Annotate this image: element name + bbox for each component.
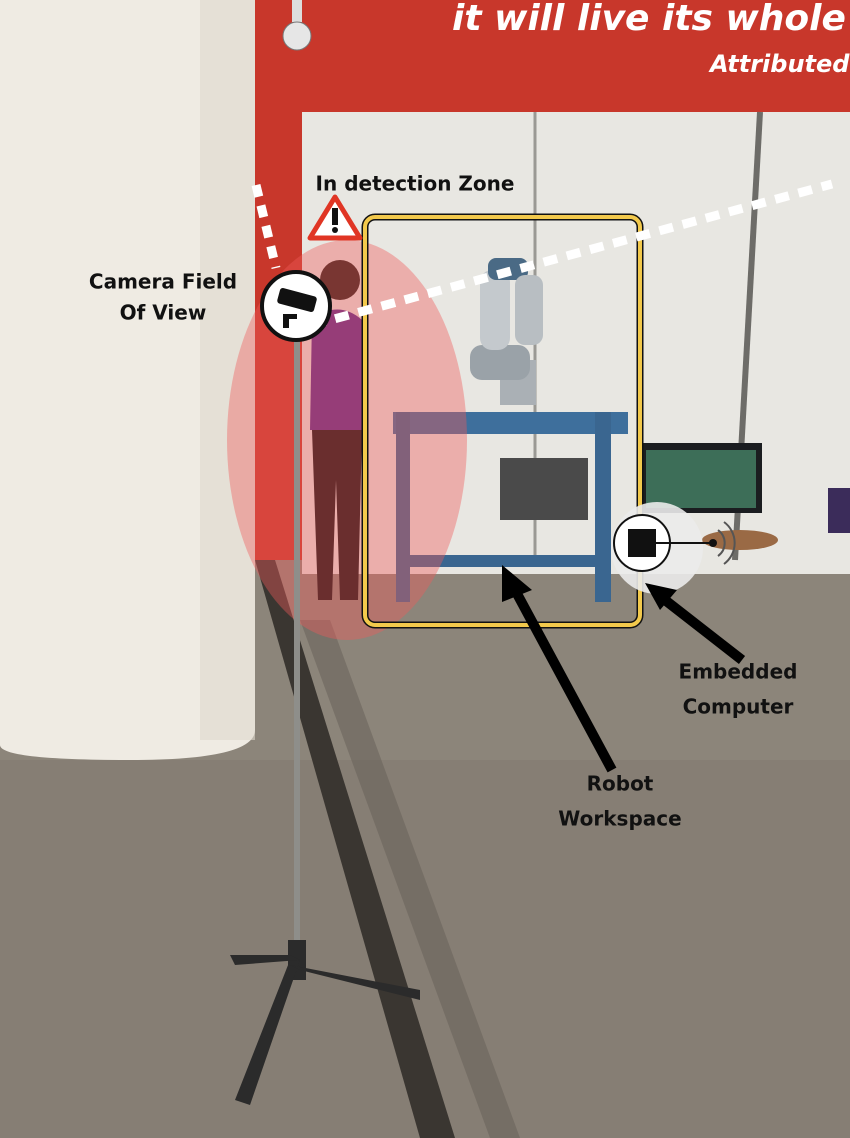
person-head xyxy=(320,260,360,300)
fov-line xyxy=(251,183,281,270)
fov-line xyxy=(310,179,834,330)
label: Workspace xyxy=(558,807,681,831)
robot-table xyxy=(393,412,628,602)
arrow xyxy=(502,565,746,773)
wall-sign-line: it will live its whole lif xyxy=(452,0,850,39)
ceiling-camera xyxy=(282,21,312,51)
warning-mark xyxy=(332,208,338,225)
label: Robot xyxy=(587,772,654,796)
warning-mark xyxy=(332,227,338,233)
pillar-shade xyxy=(200,0,255,740)
label: In detection Zone xyxy=(316,172,515,196)
camera-icon-glyph xyxy=(277,288,317,328)
robot-arm xyxy=(470,258,543,405)
workspace-box xyxy=(363,215,642,627)
floor-strip xyxy=(300,620,520,1138)
computer-icon-glyph xyxy=(613,514,736,572)
label: Embedded xyxy=(679,660,798,684)
chair xyxy=(828,488,850,533)
label: Camera Field xyxy=(89,270,237,294)
wall-sign-line: Attributed xyxy=(708,50,850,78)
side-table xyxy=(702,530,778,550)
label: Of View xyxy=(120,301,207,325)
pillar xyxy=(0,0,255,760)
person-shirt xyxy=(310,309,365,430)
person-pants xyxy=(312,430,362,600)
label: Computer xyxy=(683,695,794,719)
monitor-screen xyxy=(646,450,756,508)
ceiling-camera xyxy=(292,0,302,22)
tripod xyxy=(230,940,420,1105)
